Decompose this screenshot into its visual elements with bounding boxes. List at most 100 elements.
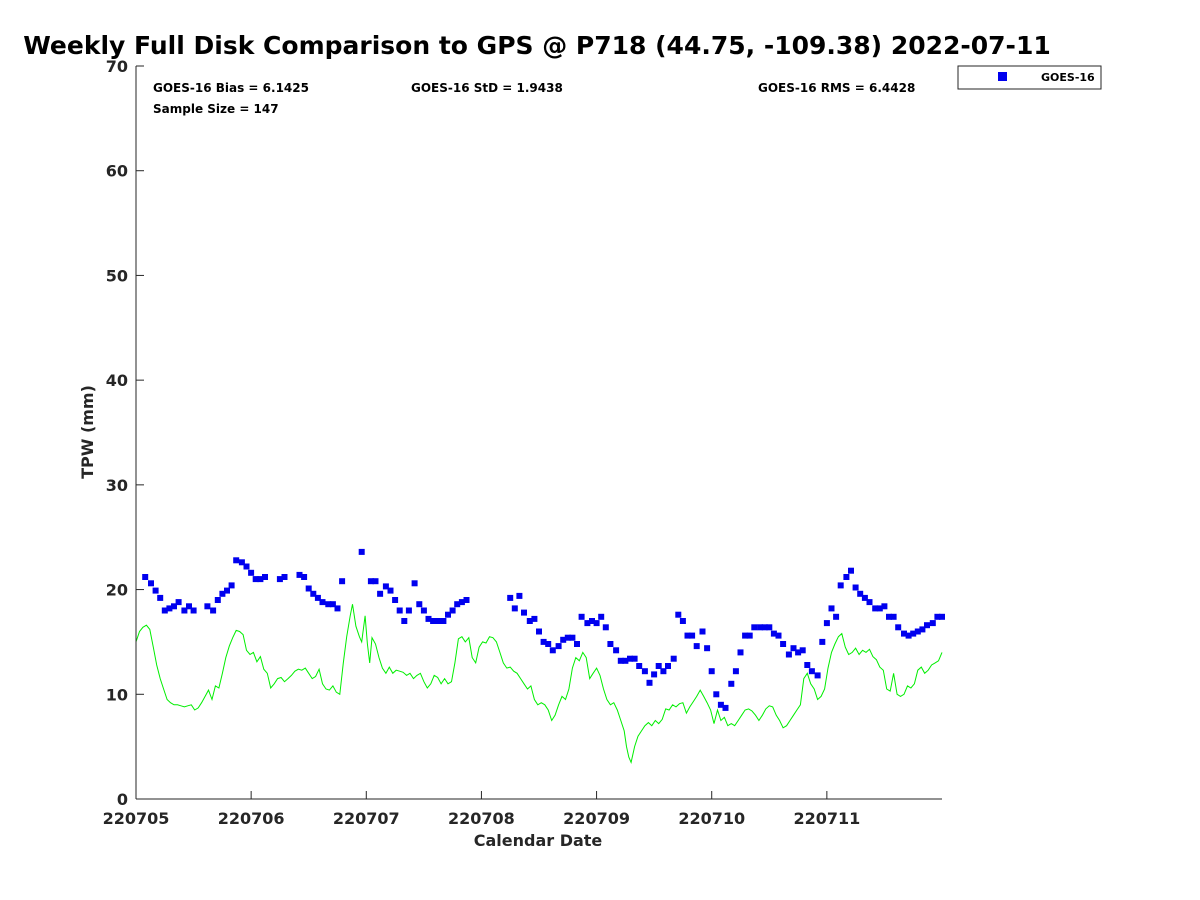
goes-16-point [823, 620, 830, 627]
goes-16-point [737, 649, 744, 656]
goes-16-point [440, 618, 447, 624]
goes-16-point [613, 647, 620, 654]
goes-16-point [848, 567, 854, 574]
goes-16-point [872, 605, 879, 612]
goes-16-point [449, 607, 456, 614]
axes [135, 66, 942, 800]
gps-series-line [135, 604, 943, 765]
goes-16-point [334, 605, 341, 612]
goes-16-point [684, 632, 691, 639]
goes-16-point [152, 587, 159, 594]
goes-16-point [181, 607, 188, 614]
goes-16-point [593, 620, 600, 627]
goes-16-point [569, 634, 576, 641]
goes-16-point [262, 574, 268, 580]
goes-16-point [808, 668, 815, 675]
goes-16-point [708, 668, 715, 675]
goes-16-point [929, 620, 936, 627]
goes-16-point [148, 580, 154, 587]
goes-16-point [382, 583, 389, 590]
goes-16-point [458, 599, 465, 606]
goes-16-point [281, 574, 288, 580]
goes-16-point [857, 590, 864, 597]
goes-16-point [305, 585, 312, 592]
goes-16-point [939, 613, 945, 620]
goes-16-point [325, 601, 332, 608]
goes-16-point [602, 624, 609, 631]
goes-16-point [405, 607, 412, 614]
goes-16-point [257, 576, 264, 583]
goes-16-point [228, 582, 235, 589]
goes-16-point [876, 605, 883, 612]
goes-16-point [770, 630, 777, 637]
goes-16-point [780, 641, 787, 647]
goes-16-point [775, 632, 782, 639]
goes-16-point [617, 657, 624, 664]
goes-16-point [693, 643, 700, 650]
goes-16-point [463, 597, 470, 603]
goes-16-point [641, 668, 648, 675]
goes-16-point [204, 603, 211, 610]
goes-16-point [238, 559, 245, 566]
y-tick-label: 0 [117, 790, 128, 809]
goes-16-point [420, 607, 427, 614]
goes-16-point [401, 618, 408, 624]
goes-16-point [252, 576, 259, 583]
x-axis-label: Calendar Date [474, 831, 603, 850]
x-tick-label: 220711 [793, 809, 860, 828]
y-tick-label: 50 [106, 266, 128, 285]
goes-16-point [732, 668, 739, 675]
goes-16-point [675, 611, 682, 618]
legend-marker-goes-16 [998, 72, 1007, 81]
goes-16-point [627, 655, 633, 662]
goes-16-point [890, 613, 897, 620]
goes-16-point [799, 647, 806, 654]
goes-16-point [507, 594, 514, 601]
y-tick-label: 70 [106, 57, 128, 76]
goes-16-point [531, 615, 538, 622]
y-tick-label: 20 [106, 581, 128, 600]
x-tick-label: 220710 [678, 809, 745, 828]
stat-std: GOES-16 StD = 1.9438 [411, 81, 563, 95]
goes-16-point [651, 671, 658, 678]
legend-label-goes-16: GOES-16 [1041, 71, 1095, 84]
goes-16-point [722, 704, 729, 711]
y-tick-label: 10 [106, 685, 128, 704]
y-tick-label: 40 [106, 371, 128, 390]
goes-16-point [828, 605, 835, 612]
goes-16-point [804, 662, 811, 668]
goes-16-point [210, 607, 217, 614]
y-tick-label: 30 [106, 476, 128, 495]
goes-16-point [560, 636, 567, 643]
goes-16-point [790, 645, 797, 652]
legend: GOES-16 [957, 65, 1102, 90]
x-ticks: 220705 220706 220707 220708 220709 220710 2207… [103, 791, 860, 828]
goes-16-point [751, 624, 758, 631]
goes-16-markers [142, 548, 945, 711]
goes-16-point [881, 603, 888, 610]
goes-16-point [396, 607, 403, 614]
goes-16-point [161, 607, 168, 614]
goes-16-point [837, 582, 844, 589]
goes-16-point [516, 592, 523, 599]
goes-16-point [717, 701, 724, 708]
goes-16-point [314, 594, 321, 601]
goes-16-point [372, 578, 379, 585]
goes-16-point [819, 638, 826, 645]
goes-16-point [243, 563, 250, 570]
goes-16-point [924, 622, 930, 629]
goes-16-point [319, 599, 326, 606]
goes-16-point [301, 574, 308, 580]
goes-16-point [704, 645, 711, 652]
stat-rms: GOES-16 RMS = 6.4428 [758, 81, 915, 95]
goes-16-point [454, 601, 461, 608]
chart-title: Weekly Full Disk Comparison to GPS @ P71… [23, 31, 1050, 60]
goes-16-point [526, 618, 533, 624]
goes-16-point [425, 615, 432, 622]
goes-16-point [186, 603, 192, 610]
plot-area [136, 66, 942, 799]
goes-16-point [631, 655, 638, 662]
goes-16-point [392, 597, 399, 603]
goes-16-point [636, 663, 643, 669]
goes-16-point [934, 613, 941, 620]
